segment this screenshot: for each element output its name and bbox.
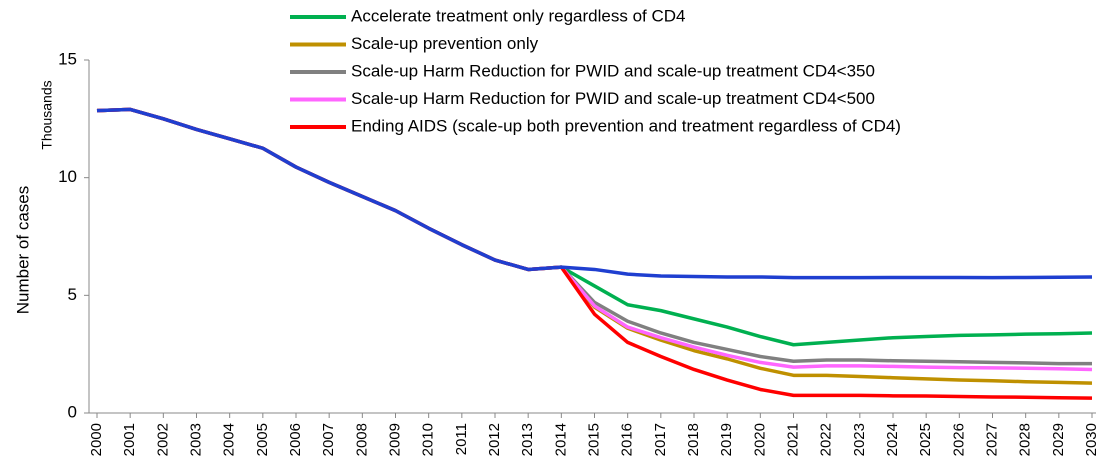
x-tick-label: 2020 [751,423,768,456]
x-tick-label: 2010 [420,423,437,456]
y-tick-label: 0 [68,402,77,421]
y-unit-label: Thousands [39,80,55,149]
x-tick-label: 2000 [88,423,105,456]
x-tick-label: 2023 [851,423,868,456]
x-tick-label: 2014 [552,423,569,456]
x-tick-label: 2002 [154,423,171,456]
x-tick-label: 2016 [619,423,636,456]
x-tick-label: 2026 [950,423,967,456]
x-tick-label: 2030 [1083,423,1097,456]
series-line [96,107,1093,372]
y-axis-label: Number of cases [13,186,32,315]
series-line [96,107,1093,400]
x-tick-label: 2005 [254,423,271,456]
x-tick-label: 2001 [121,423,138,456]
x-tick-label: 2009 [386,423,403,456]
x-tick-label: 2018 [685,423,702,456]
x-tick-label: 2019 [718,423,735,456]
legend-label: Scale-up Harm Reduction for PWID and sca… [351,61,875,80]
x-tick-label: 2012 [486,423,503,456]
x-tick-label: 2028 [1017,423,1034,456]
x-tick-label: 2004 [221,423,238,456]
x-tick-label: 2021 [784,423,801,456]
x-tick-label: 2008 [353,423,370,456]
legend-label: Scale-up Harm Reduction for PWID and sca… [351,89,875,108]
series-line [96,107,1093,280]
x-tick-label: 2029 [1050,423,1067,456]
x-tick-label: 2013 [519,423,536,456]
y-tick-label: 5 [68,285,77,304]
x-tick-label: 2022 [818,423,835,456]
series-line [96,107,1093,385]
series-line [96,107,1092,366]
x-tick-label: 2027 [983,423,1000,456]
x-tick-label: 2025 [917,423,934,456]
x-tick-label: 2007 [320,423,337,456]
x-tick-label: 2024 [884,423,901,456]
x-tick-label: 2017 [652,423,669,456]
legend-label: Accelerate treatment only regardless of … [351,6,686,25]
x-tick-label: 2011 [453,423,470,455]
y-tick-label: 10 [58,167,77,186]
y-tick-label: 15 [58,49,77,68]
x-tick-label: 2006 [287,423,304,456]
x-tick-label: 2015 [585,423,602,456]
legend-label: Ending AIDS (scale-up both prevention an… [351,116,901,135]
x-tick-label: 2003 [187,423,204,456]
legend-label: Scale-up prevention only [351,34,539,53]
